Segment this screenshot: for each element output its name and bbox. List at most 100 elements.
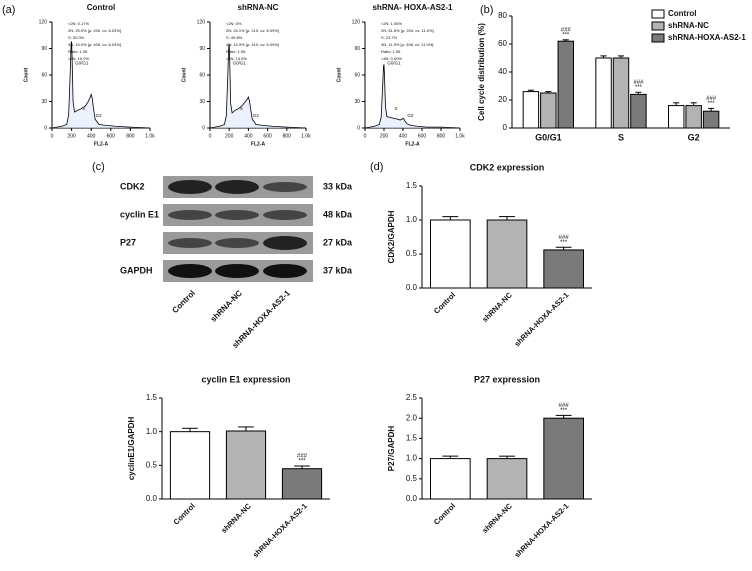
y-tick-label: 1.5 <box>406 181 418 190</box>
x-tick-label: 200 <box>225 133 234 139</box>
x-tick-label: Control <box>432 501 457 526</box>
stats-text: 4N: 14.9% [µ: 410, cv: 6.09%] <box>226 42 279 47</box>
blot-band <box>168 180 212 194</box>
y-tick-label: 1.5 <box>146 393 158 402</box>
protein-label: CDK2 <box>120 181 145 191</box>
stats-text: <2N: 0.17% <box>68 21 89 26</box>
y-tick-label: 60 <box>498 39 507 48</box>
stats-text: S: 49.8% <box>226 35 243 40</box>
peak-label: S <box>82 106 85 111</box>
y-axis-label: P27/GAPDH <box>387 426 396 472</box>
stats-text: Ratio: 1.95 <box>226 49 246 54</box>
size-label: 27 kDa <box>323 237 353 247</box>
x-tick-label: 1.0k <box>301 133 311 139</box>
significance-label: *** <box>635 85 643 91</box>
peak-label: G2 <box>96 113 103 118</box>
x-tick-label: Control <box>172 501 197 526</box>
x-tick-label: shRNA-HOXA-AS2-1 <box>251 501 309 559</box>
x-tick-label: 600 <box>263 133 272 139</box>
bar <box>169 431 211 500</box>
y-tick-label: 0.0 <box>406 283 418 292</box>
lane-label: Control <box>170 289 196 315</box>
bar <box>595 57 612 129</box>
histogram-line <box>209 44 307 129</box>
stats-text: Ratio: 1.95 <box>68 49 88 54</box>
stats-text: Ratio: 1.95 <box>381 49 401 54</box>
significance-label: ### <box>633 80 644 86</box>
size-label: 48 kDa <box>323 209 353 219</box>
bar <box>543 417 584 500</box>
x-tick-label: 800 <box>283 133 292 139</box>
blot-band <box>263 264 307 278</box>
bar <box>430 458 471 500</box>
x-tick-label: shRNA-HOXA-AS2-1 <box>513 290 571 348</box>
significance-label: ### <box>706 96 717 102</box>
y-tick-label: 20 <box>498 95 507 104</box>
legend-label: shRNA-HOXA-AS2-1 <box>668 33 746 42</box>
legend-label: Control <box>668 9 696 18</box>
x-tick-label: G0/G1 <box>535 132 562 142</box>
peak-label: S <box>395 106 398 111</box>
significance-label: ### <box>559 403 570 409</box>
blot-band <box>263 182 307 192</box>
x-tick-label: 400 <box>87 133 96 139</box>
x-tick-label: 600 <box>107 133 116 139</box>
significance-label: *** <box>298 459 306 465</box>
x-tick-label: 200 <box>67 133 76 139</box>
x-tick-label: shRNA-NC <box>480 290 514 324</box>
y-tick-label: 80 <box>498 11 507 20</box>
histogram-fill <box>52 41 150 128</box>
blot-band <box>168 238 212 248</box>
y-tick-label: 0 <box>44 125 47 131</box>
stats-text: >4N: 10.0% <box>68 56 89 61</box>
y-tick-label: 0.5 <box>406 249 418 258</box>
stats-text: 2N: 61.6% [µ: 204, cv: 11.0%] <box>381 28 434 33</box>
y-axis-label: CDK2/GAPDH <box>387 210 396 263</box>
stats-text: >4N: 13.5% <box>226 56 247 61</box>
stats-text: 2N: 24.1% [µ: 210, cv: 6.09%] <box>226 28 279 33</box>
legend-label: shRNA-NC <box>668 21 709 30</box>
x-tick-label: 400 <box>244 133 253 139</box>
stats-text: >4N: 0.00% <box>381 56 402 61</box>
bar <box>486 219 528 289</box>
significance-label: ### <box>297 454 308 460</box>
panel-label: (a) <box>2 4 15 16</box>
y-tick-label: 40 <box>498 67 507 76</box>
x-axis-label: FL2-A <box>251 141 266 147</box>
peak-label: G2 <box>253 113 260 118</box>
x-tick-label: shRNA-HOXA-AS2-1 <box>513 501 571 559</box>
size-label: 37 kDa <box>323 265 353 275</box>
y-tick-label: 0 <box>357 125 360 131</box>
y-axis-label: cyclinE1/GAPDH <box>127 416 136 480</box>
x-tick-label: 400 <box>399 133 408 139</box>
significance-label: ### <box>559 235 570 241</box>
bar <box>543 249 584 289</box>
stats-text: 4N: 15.0% [µ: 405, cv: 6.03%] <box>68 42 121 47</box>
peak-label: G0/G1 <box>387 60 401 65</box>
chart-title: Control <box>87 3 115 12</box>
y-axis-label: Cell cycle distribution (%) <box>477 23 486 121</box>
peak-label: S <box>240 106 243 111</box>
blot-band <box>263 236 307 250</box>
histogram-fill <box>365 64 460 128</box>
protein-label: GAPDH <box>120 265 153 275</box>
significance-label: *** <box>560 408 568 414</box>
stats-text: <2N: 0% <box>226 21 242 26</box>
x-tick-label: G2 <box>688 132 700 142</box>
x-tick-label: 0 <box>364 133 367 139</box>
protein-label: P27 <box>120 237 136 247</box>
peak-label: G0/G1 <box>233 60 247 65</box>
histogram-line <box>364 64 461 129</box>
chart-title: shRNA- HOXA-AS2-1 <box>372 3 453 12</box>
peak-label: G2 <box>407 113 414 118</box>
size-label: 33 kDa <box>323 181 353 191</box>
blot-band <box>215 180 259 194</box>
y-tick-label: 1.0 <box>146 427 158 436</box>
y-tick-label: 1.5 <box>406 434 418 443</box>
bar <box>702 110 720 129</box>
bar <box>225 430 267 500</box>
significance-label: *** <box>708 101 716 107</box>
legend-swatch <box>651 21 665 31</box>
x-tick-label: 0 <box>209 133 212 139</box>
